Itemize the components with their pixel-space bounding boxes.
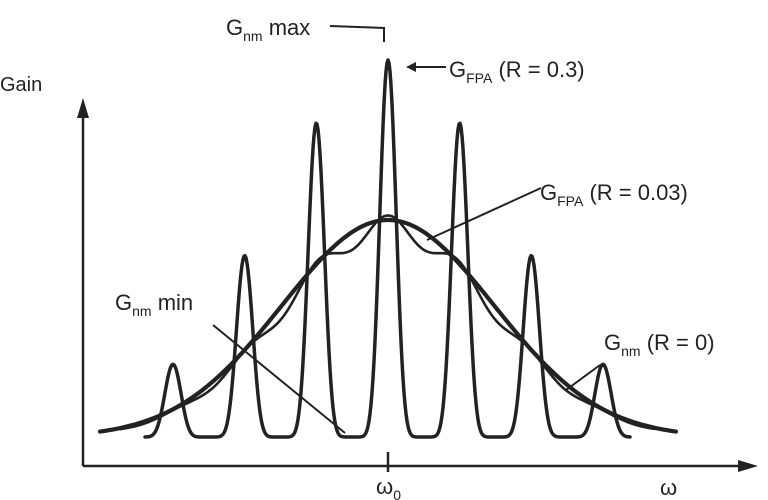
gfpa-r03-label: GFPA (R = 0.3) — [449, 57, 585, 86]
gfpa-r03-curve — [143, 58, 632, 439]
gnm-r0-leader — [565, 364, 601, 391]
gfpa-r003-label: GFPA (R = 0.03) — [540, 180, 688, 209]
y-axis-label: Gain — [0, 74, 42, 96]
gnm-min-leader — [212, 324, 346, 434]
x-axis-arrowhead — [738, 460, 758, 472]
gnm-r0-curve — [97, 217, 679, 434]
gfpa-r003-leader — [426, 187, 542, 241]
y-axis-arrowhead — [77, 98, 89, 118]
center-frequency-label: ω0 — [376, 474, 401, 500]
x-axis-label: ω — [660, 475, 677, 500]
gnm-min-label: Gnm min — [115, 290, 193, 319]
gfpa-r003-curve — [118, 214, 656, 431]
gnm-max-label: Gnm max — [226, 15, 310, 44]
gnm-max-leader — [329, 25, 385, 42]
gnm-r0-label: Gnm (R = 0) — [604, 330, 715, 359]
